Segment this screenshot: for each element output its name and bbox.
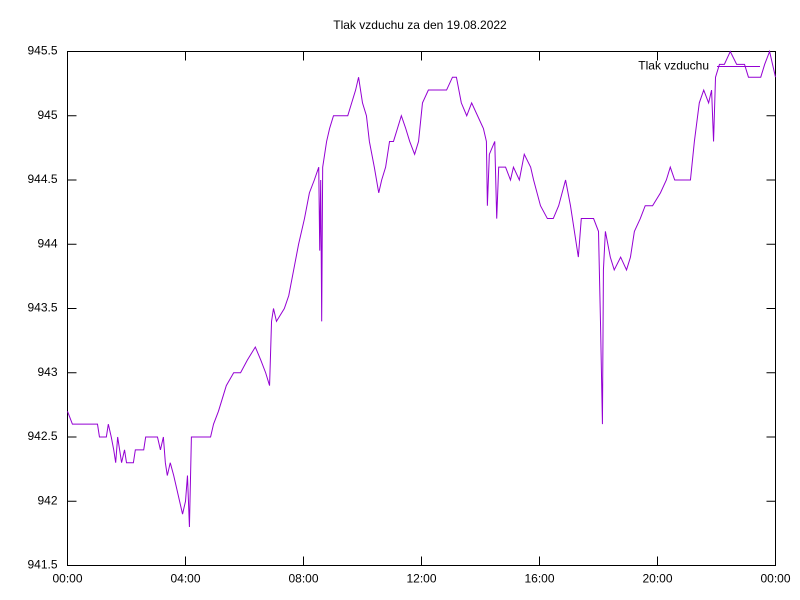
x-tick-label: 00:00 [52,572,82,586]
x-tick-label: 04:00 [170,572,200,586]
data-line [67,49,776,527]
legend-label: Tlak vzduchu [638,59,709,73]
x-tick-label: 08:00 [288,572,318,586]
y-tick-label: 943.5 [27,301,57,315]
x-tick-label: 20:00 [642,572,672,586]
y-tick-label: 942 [37,493,57,507]
x-tick-label: 16:00 [524,572,554,586]
y-tick-label: 944.5 [27,172,57,186]
x-tick-label: 12:00 [406,572,436,586]
y-tick-label: 943 [37,365,57,379]
chart-title: Tlak vzduchu za den 19.08.2022 [333,18,507,32]
y-tick-label: 944 [37,236,57,250]
y-tick-label: 941.5 [27,558,57,572]
y-tick-label: 942.5 [27,429,57,443]
y-tick-label: 945.5 [27,44,57,58]
y-tick-label: 945 [37,108,57,122]
x-tick-label: 00:00 [760,572,790,586]
